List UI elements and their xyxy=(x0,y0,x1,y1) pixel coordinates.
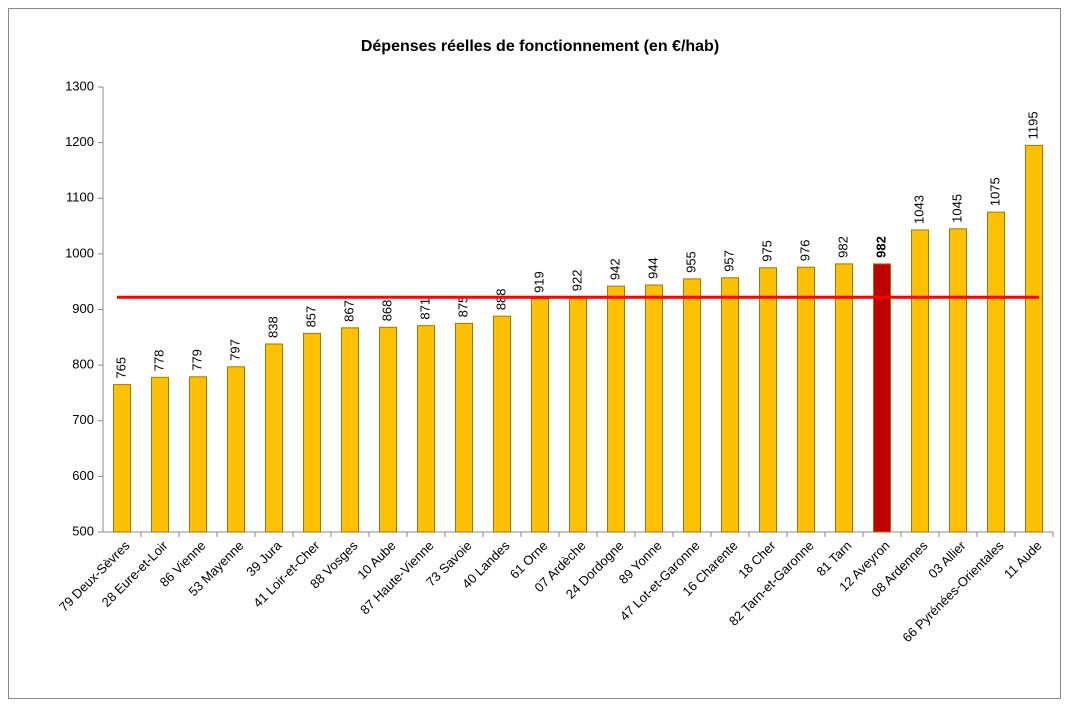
value-label: 838 xyxy=(265,316,280,338)
value-label: 982 xyxy=(835,236,850,258)
bar xyxy=(113,384,131,533)
bar xyxy=(987,211,1005,533)
bar xyxy=(797,266,815,533)
bar xyxy=(417,325,435,533)
value-label: 778 xyxy=(151,350,166,372)
value-label: 797 xyxy=(227,339,242,361)
bar xyxy=(683,278,701,533)
bar xyxy=(1025,144,1043,533)
value-label: 944 xyxy=(645,257,660,279)
value-label: 1195 xyxy=(1025,111,1040,139)
bar xyxy=(493,315,511,533)
value-label: 1075 xyxy=(987,177,1002,206)
value-label: 919 xyxy=(531,271,546,293)
value-label: 875 xyxy=(455,296,470,318)
value-label: 1043 xyxy=(911,195,926,224)
value-label: 765 xyxy=(113,357,128,379)
bar xyxy=(151,376,169,533)
y-tick-label: 1000 xyxy=(65,245,94,260)
bar xyxy=(645,284,663,533)
y-tick-label: 800 xyxy=(72,357,94,372)
y-tick-label: 900 xyxy=(72,301,94,316)
value-label: 942 xyxy=(607,258,622,280)
y-tick-label: 1100 xyxy=(66,190,94,205)
value-label: 982 xyxy=(873,236,888,258)
value-label: 888 xyxy=(493,288,508,310)
y-tick-label: 1300 xyxy=(65,78,94,93)
y-tick-label: 1200 xyxy=(65,134,94,149)
bar xyxy=(341,327,359,533)
bar xyxy=(835,263,853,533)
value-label: 857 xyxy=(303,306,318,328)
bar xyxy=(911,229,929,533)
value-label: 779 xyxy=(189,349,204,371)
value-label: 1045 xyxy=(949,194,964,223)
value-label: 868 xyxy=(379,300,394,322)
bar xyxy=(379,326,397,533)
bar xyxy=(759,267,777,533)
chart-title: Dépenses réelles de fonctionnement (en €… xyxy=(361,38,719,55)
value-label: 955 xyxy=(683,251,698,273)
bar xyxy=(227,366,245,533)
value-label: 867 xyxy=(341,300,356,322)
bar xyxy=(189,376,207,533)
value-label: 957 xyxy=(721,250,736,272)
value-label: 976 xyxy=(797,240,812,262)
value-label: 975 xyxy=(759,240,774,262)
bar xyxy=(265,343,283,533)
bar xyxy=(303,332,321,533)
bar xyxy=(721,277,739,533)
y-tick-label: 700 xyxy=(72,412,94,427)
bar xyxy=(873,263,891,533)
value-label: 871 xyxy=(417,298,432,320)
bar xyxy=(949,228,967,533)
bar xyxy=(531,298,549,533)
bar xyxy=(569,296,587,533)
y-tick-label: 500 xyxy=(72,523,94,538)
value-label: 922 xyxy=(569,270,584,292)
y-tick-label: 600 xyxy=(72,468,94,483)
bar xyxy=(455,322,473,533)
bar xyxy=(607,285,625,533)
